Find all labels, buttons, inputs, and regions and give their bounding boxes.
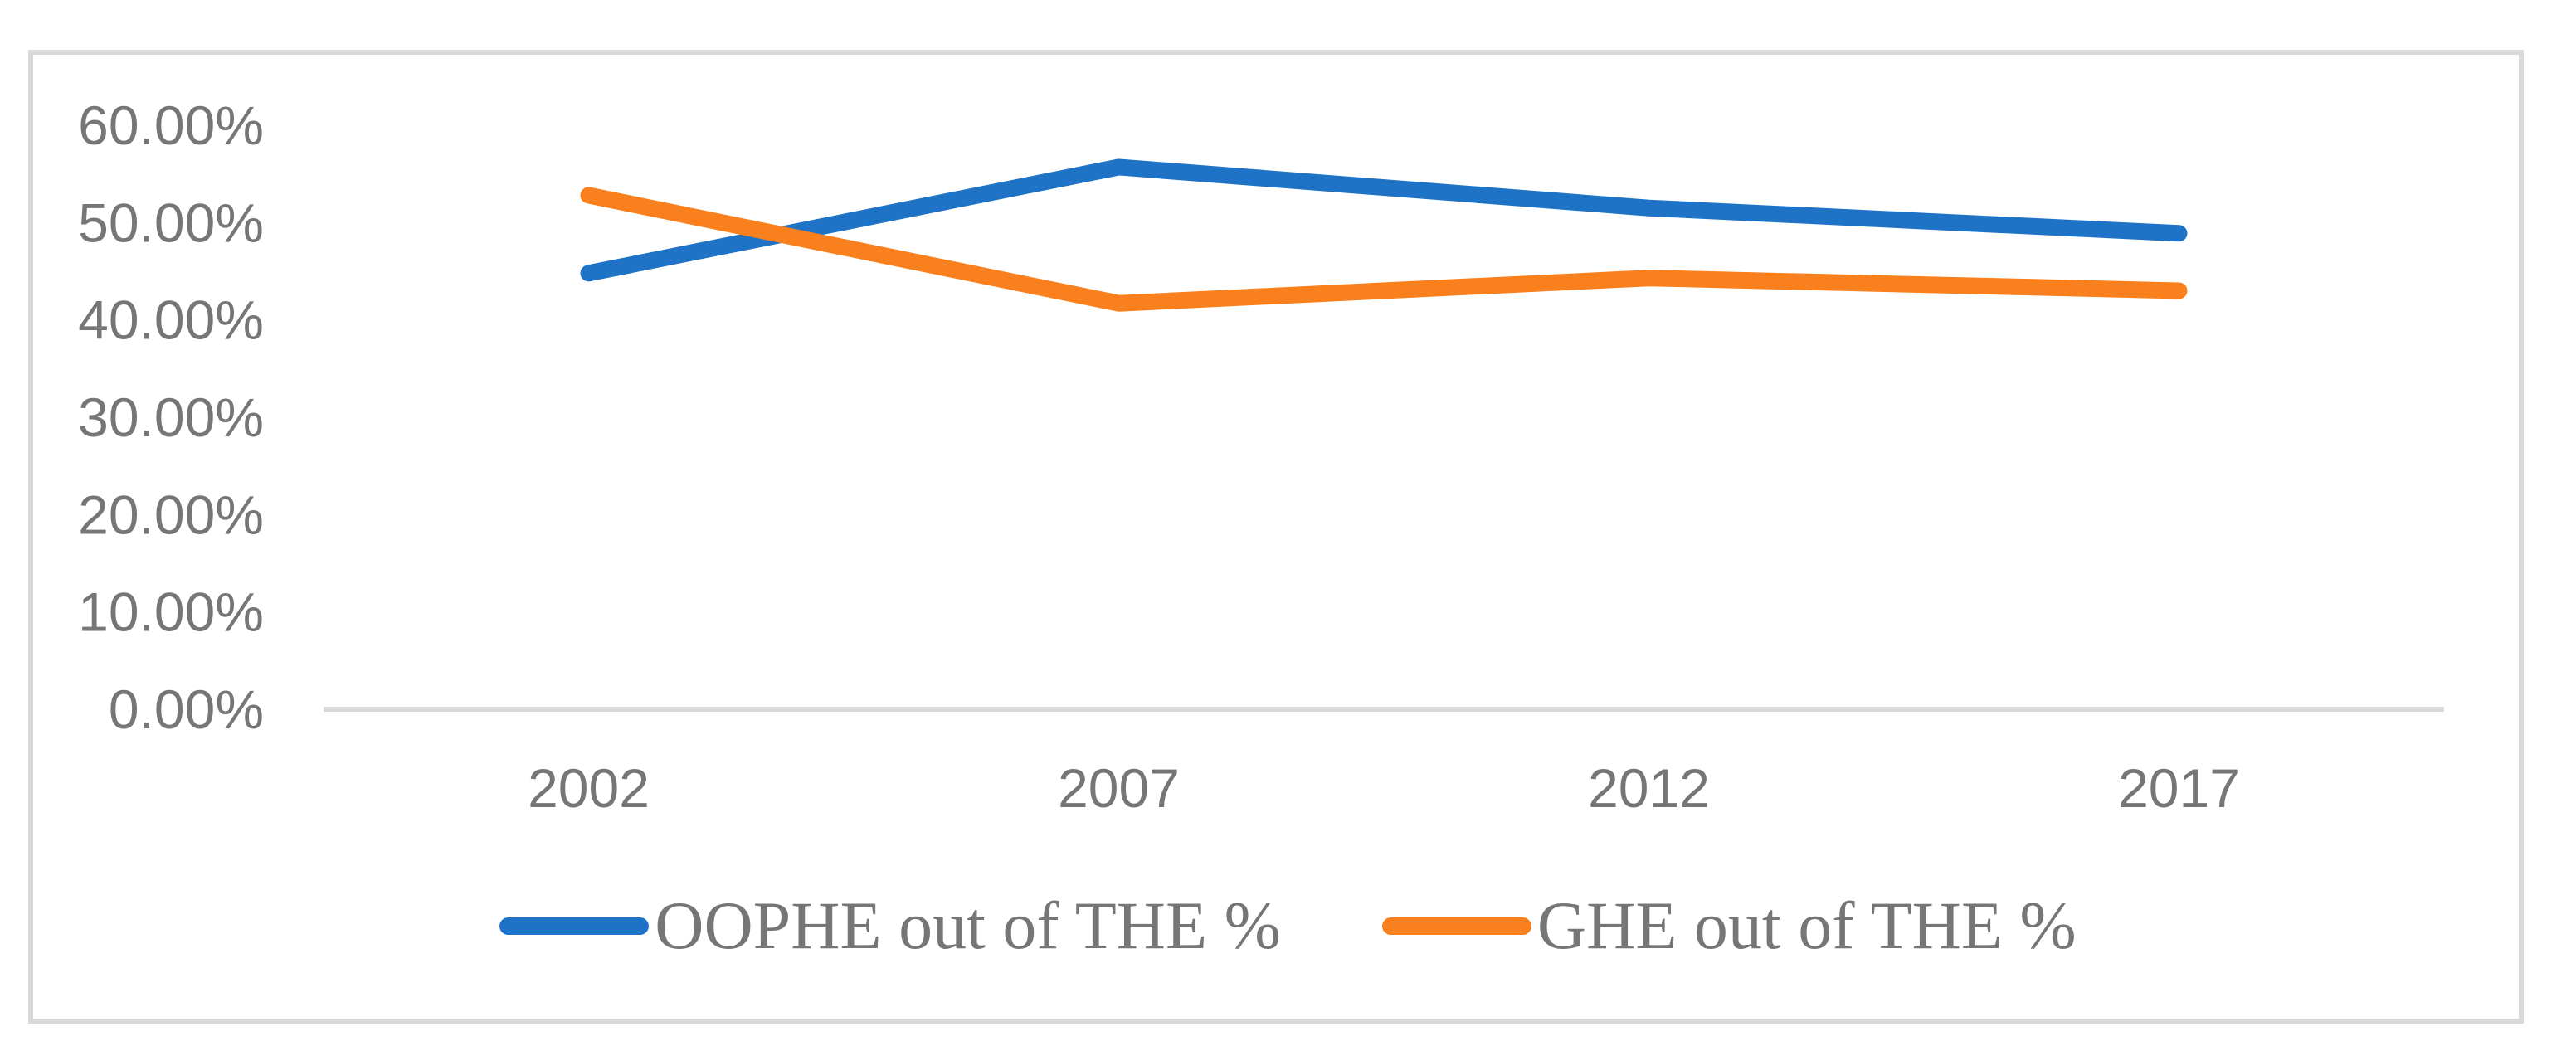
chart-legend: OOPHE out of THE % GHE out of THE %: [0, 886, 2576, 966]
y-tick-label: 30.00%: [78, 387, 264, 448]
y-tick-label: 40.00%: [78, 290, 264, 351]
x-tick-label: 2012: [1588, 757, 1710, 819]
y-tick-label: 50.00%: [78, 192, 264, 253]
x-tick-label: 2007: [1058, 757, 1180, 819]
y-tick-label: 20.00%: [78, 484, 264, 545]
series-line-ghe: [580, 187, 2188, 312]
legend-item-ghe[interactable]: GHE out of THE %: [1381, 888, 2077, 963]
series-line-oophe: [580, 158, 2188, 282]
legend-swatch-oophe-line-icon: [499, 917, 650, 935]
x-tick-label: 2017: [2118, 757, 2240, 819]
legend-label-ghe: GHE out of THE %: [1536, 888, 2077, 963]
y-tick-label: 60.00%: [78, 95, 264, 156]
y-tick-label: 10.00%: [78, 581, 264, 643]
legend-label-oophe: OOPHE out of THE %: [655, 888, 1281, 963]
y-tick-label: 0.00%: [109, 679, 264, 740]
legend-swatch-ghe-line-icon: [1381, 917, 1531, 935]
legend-item-oophe[interactable]: OOPHE out of THE %: [499, 892, 1281, 960]
x-tick-label: 2002: [528, 757, 650, 819]
